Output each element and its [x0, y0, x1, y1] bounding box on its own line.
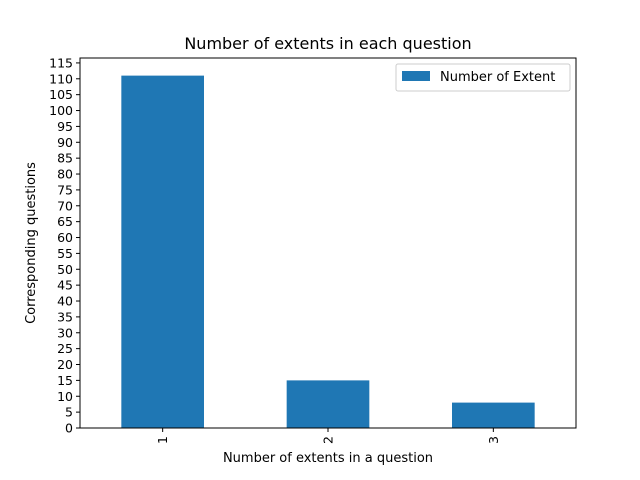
- legend-swatch: [402, 71, 430, 81]
- y-tick-label: 55: [57, 246, 73, 261]
- y-tick-label: 115: [49, 55, 73, 70]
- y-tick-label: 65: [57, 214, 73, 229]
- y-tick-label: 80: [57, 167, 73, 182]
- y-tick-label: 75: [57, 182, 73, 197]
- y-tick-label: 35: [57, 309, 73, 324]
- y-tick-label: 105: [49, 87, 73, 102]
- y-tick-label: 85: [57, 151, 73, 166]
- y-tick-label: 40: [57, 294, 73, 309]
- x-axis: 1 2 3: [155, 428, 501, 444]
- x-tick-label: 1: [155, 436, 170, 444]
- y-tick-label: 10: [57, 389, 73, 404]
- y-tick-label: 90: [57, 135, 73, 150]
- y-tick-label: 100: [49, 103, 73, 118]
- y-tick-label: 45: [57, 278, 73, 293]
- legend: Number of Extent: [395, 63, 571, 92]
- y-tick-label: 15: [57, 373, 73, 388]
- x-tick-label: 2: [321, 436, 336, 444]
- y-axis-label: Corresponding questions: [24, 162, 39, 324]
- bar: [286, 380, 370, 428]
- y-tick-label: 110: [49, 71, 73, 86]
- x-tick-label: 3: [486, 436, 501, 444]
- y-tick-label: 95: [57, 119, 73, 134]
- y-tick-label: 60: [57, 230, 73, 245]
- y-axis: 0510152025303540455055606570758085909510…: [49, 55, 80, 436]
- x-axis-label: Number of extents in a question: [223, 451, 433, 466]
- legend-label: Number of Extent: [440, 70, 555, 85]
- y-tick-label: 0: [65, 421, 73, 436]
- y-tick-label: 30: [57, 325, 73, 340]
- y-tick-label: 70: [57, 198, 73, 213]
- bar-series: [121, 75, 535, 428]
- plot-frame: [79, 57, 577, 429]
- y-tick-label: 20: [57, 357, 73, 372]
- y-tick-label: 5: [65, 405, 73, 420]
- bar: [452, 402, 535, 428]
- chart-title: Number of extents in each question: [184, 34, 471, 53]
- legend-box: [395, 63, 571, 92]
- bar: [121, 75, 204, 428]
- y-tick-label: 50: [57, 262, 73, 277]
- y-tick-label: 25: [57, 341, 73, 356]
